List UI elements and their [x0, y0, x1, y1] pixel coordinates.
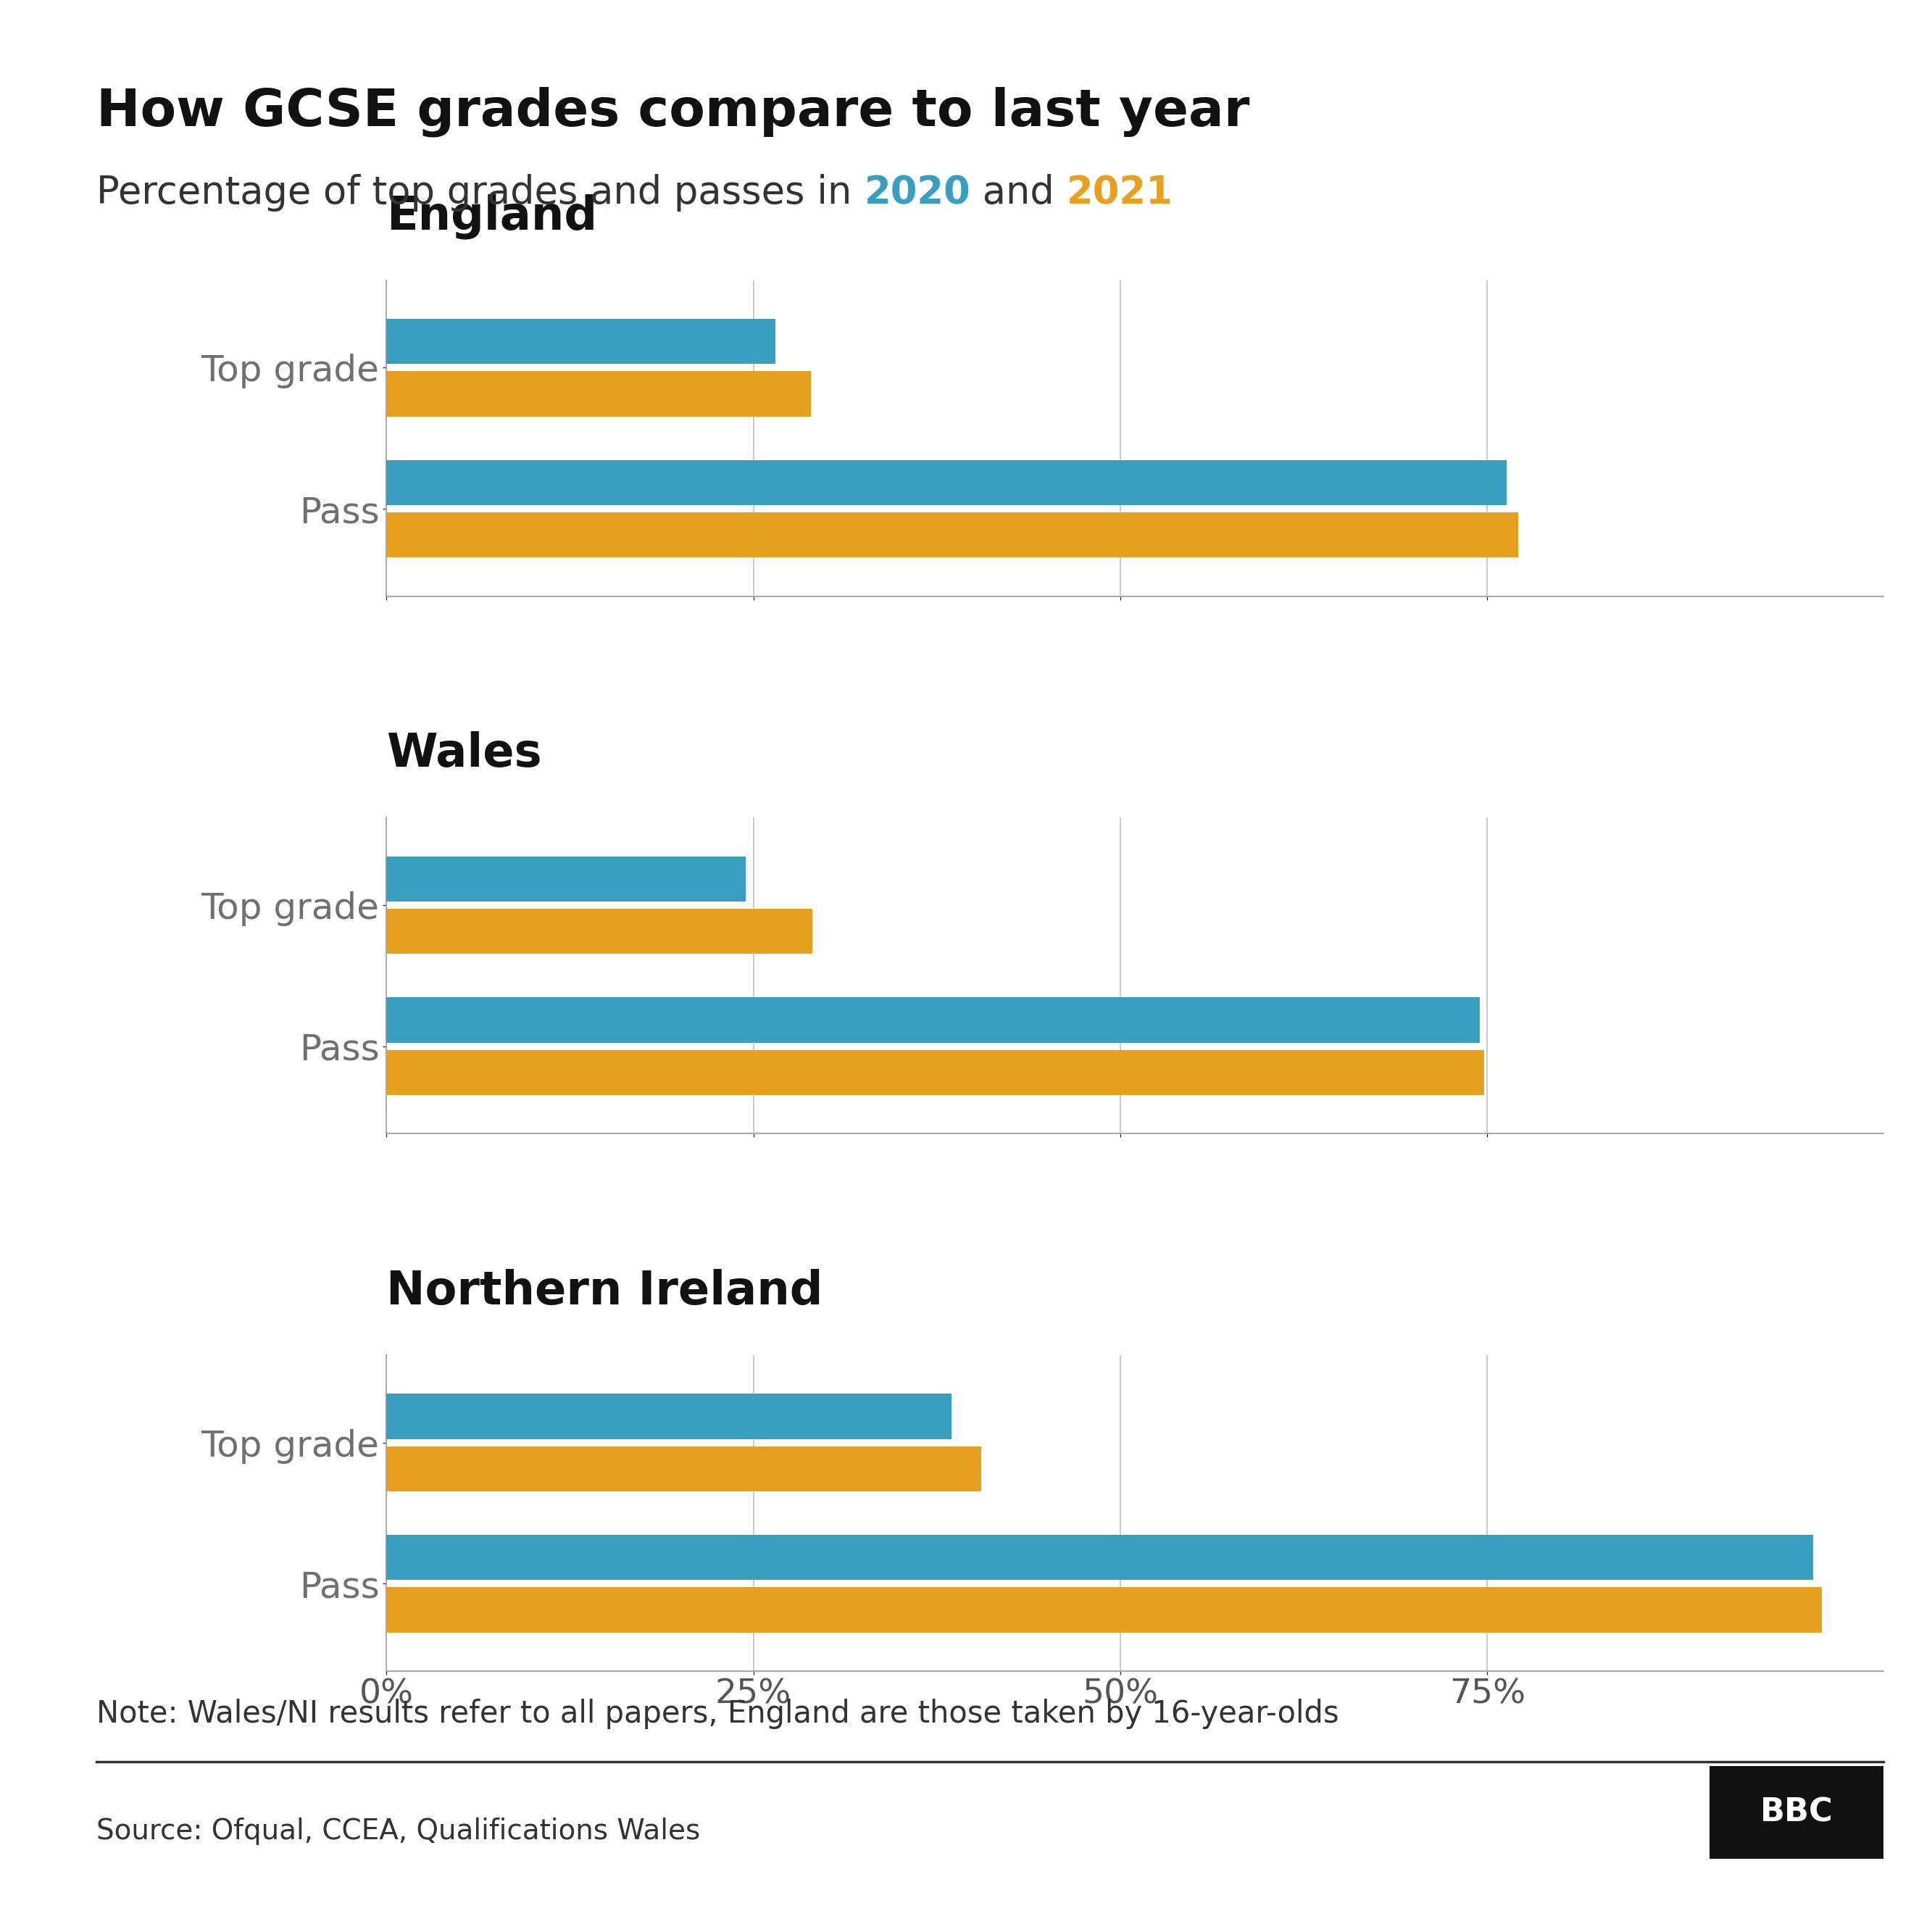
Text: Source: Ofqual, CCEA, Qualifications Wales: Source: Ofqual, CCEA, Qualifications Wal… — [97, 1818, 701, 1845]
Bar — [386, 1534, 1814, 1580]
Text: and: and — [970, 174, 1066, 213]
Bar — [386, 1447, 981, 1492]
Text: Note: Wales/NI results refer to all papers, England are those taken by 16-year-o: Note: Wales/NI results refer to all pape… — [97, 1698, 1339, 1729]
Text: Wales: Wales — [386, 732, 543, 777]
Text: England: England — [386, 193, 597, 240]
Text: Percentage of top grades and passes in: Percentage of top grades and passes in — [97, 174, 864, 213]
Bar — [386, 371, 811, 417]
Bar — [386, 1393, 952, 1439]
Bar — [386, 997, 1480, 1043]
Text: 2020: 2020 — [864, 174, 970, 213]
Text: How GCSE grades compare to last year: How GCSE grades compare to last year — [97, 87, 1250, 137]
Bar — [386, 512, 1519, 558]
Text: 2021: 2021 — [1066, 174, 1173, 213]
Bar — [386, 856, 746, 902]
Bar — [386, 319, 775, 363]
Text: Northern Ireland: Northern Ireland — [386, 1269, 823, 1314]
Text: BBC: BBC — [1760, 1797, 1833, 1828]
Bar — [386, 1588, 1822, 1633]
Bar — [386, 908, 811, 954]
Bar — [386, 460, 1507, 504]
Bar — [386, 1049, 1484, 1095]
